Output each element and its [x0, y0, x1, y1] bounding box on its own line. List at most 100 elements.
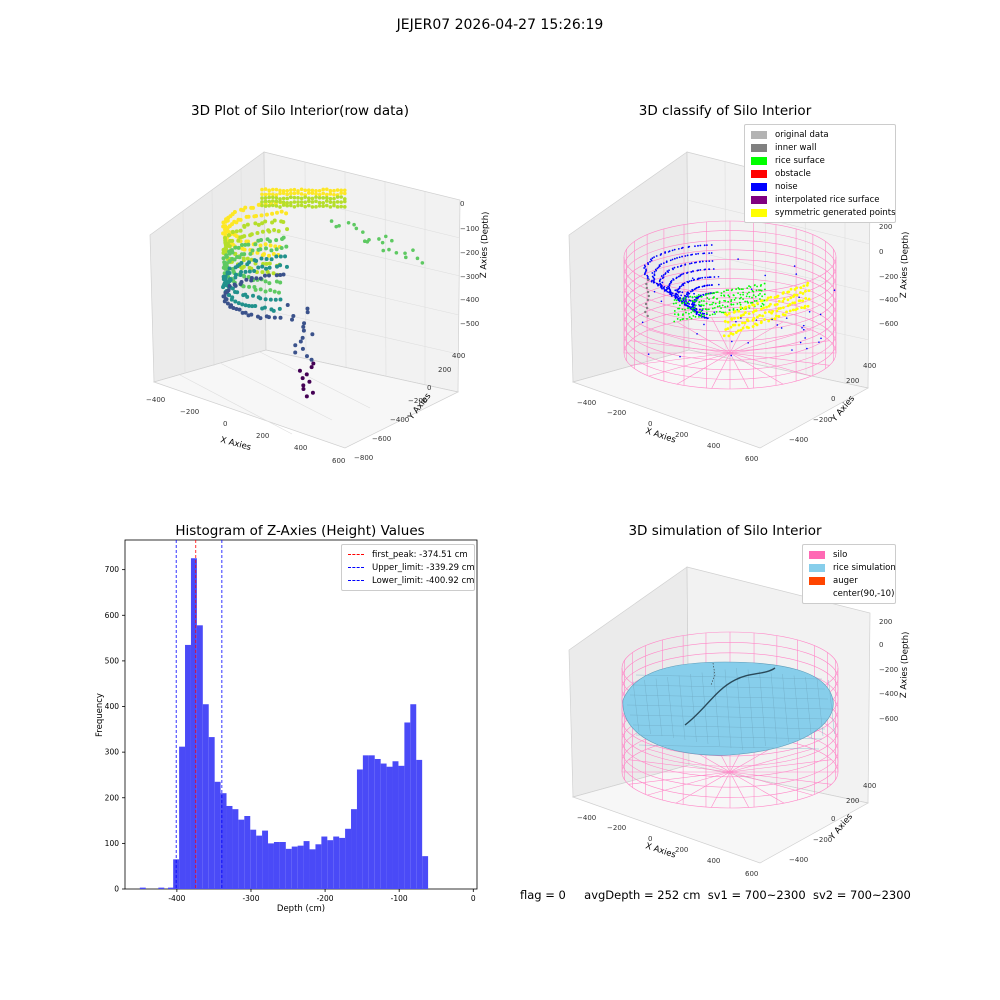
symmetric-point: [747, 326, 750, 330]
raw-point: [314, 192, 318, 196]
raw-point: [260, 264, 265, 269]
rice-surface-point: [734, 297, 737, 299]
noise-point: [641, 321, 644, 324]
raw-point: [254, 276, 259, 281]
rice-surface-point: [724, 306, 727, 308]
raw-point: [260, 270, 265, 275]
symmetric-point: [782, 291, 785, 294]
raw-point: [321, 204, 325, 209]
rice-surface-point: [720, 294, 723, 297]
raw-point: [254, 258, 259, 263]
raw-point: [289, 203, 293, 208]
rice-surface-point: [679, 299, 682, 302]
z-tick: 0: [879, 641, 883, 649]
raw-point: [236, 245, 241, 250]
inner-wall-point: [646, 314, 649, 318]
noise-point: [671, 258, 674, 261]
raw-point: [230, 238, 235, 243]
raw-point: [317, 200, 322, 205]
noise-point: [755, 319, 758, 321]
symmetric-point: [769, 295, 773, 299]
rice-surface-point: [759, 289, 762, 292]
z-tick: −200: [879, 666, 898, 674]
symmetric-point: [752, 303, 756, 307]
symmetric-point: [804, 289, 807, 293]
raw-point: [303, 200, 307, 205]
noise-point: [704, 276, 707, 279]
raw-point: [310, 390, 315, 395]
rice-surface-point: [685, 311, 687, 314]
raw-point: [289, 191, 293, 196]
raw-point: [251, 293, 256, 298]
rice-surface-point: [725, 289, 728, 292]
raw-point: [238, 272, 243, 277]
raw-point: [263, 187, 268, 191]
noise-point: [704, 268, 707, 271]
raw-point: [311, 361, 316, 366]
raw-point: [267, 265, 272, 270]
rice-surface-point: [711, 307, 714, 310]
y-axis-label: Frequency: [95, 693, 105, 737]
y-tick: 200: [846, 377, 859, 385]
noise-point: [669, 292, 672, 295]
raw-point: [328, 188, 333, 193]
flag-value: flag = 0: [520, 888, 566, 902]
histogram-bar: [214, 781, 221, 889]
rice-surface-point: [700, 295, 703, 298]
raw-point: [227, 293, 232, 298]
symmetric-point: [789, 287, 793, 291]
simulation-legend: silo rice simulation auger center(90,-10…: [802, 544, 896, 604]
rice-surface-point: [700, 299, 703, 302]
raw-point: [234, 220, 239, 225]
histogram-bar: [202, 704, 209, 889]
raw-point: [230, 267, 235, 272]
histogram-y-ticks: 0 100 200 300 400 500 600 700: [105, 565, 125, 894]
noise-point: [702, 293, 705, 296]
noise-point: [693, 278, 696, 281]
legend-item-lower-limit: Lower_limit: -400.92 cm: [348, 574, 474, 587]
symmetric-point: [739, 328, 743, 332]
noise-point: [680, 294, 683, 297]
symmetric-point: [756, 301, 759, 305]
noise-point: [708, 260, 711, 263]
x-tick: −400: [577, 814, 596, 822]
rice-surface-point: [751, 296, 753, 299]
raw-point: [246, 260, 251, 265]
noise-point: [660, 253, 663, 255]
raw-point: [307, 188, 311, 193]
rice-surface-point: [706, 293, 708, 295]
raw-point: [263, 242, 268, 247]
raw-point: [343, 191, 347, 196]
noise-point: [653, 270, 656, 273]
noise-point: [665, 288, 668, 291]
noise-point: [699, 260, 701, 263]
noise-point: [675, 292, 678, 295]
classify-y-ticks: −400 −200 0 200 400: [789, 362, 876, 444]
raw-point: [307, 203, 311, 208]
symmetric-point: [736, 329, 740, 333]
rice-surface-point: [685, 302, 687, 305]
symmetric-point: [773, 303, 777, 307]
raw-point: [325, 192, 329, 197]
rice-surface-point: [763, 299, 766, 302]
x-tick: −400: [146, 396, 165, 404]
raw-point: [310, 188, 315, 193]
raw-point: [354, 226, 359, 231]
histogram-bar: [196, 625, 203, 889]
raw-point: [317, 195, 322, 200]
rice-surface-point: [746, 287, 749, 290]
noise-point: [692, 270, 694, 272]
raw-point: [241, 256, 246, 261]
symmetric-point: [726, 327, 730, 331]
z-tick: 200: [879, 618, 892, 626]
histogram-bar: [190, 558, 197, 889]
raw-point: [233, 290, 238, 295]
raw-point: [222, 294, 227, 299]
legend-item-auger: auger: [809, 574, 889, 587]
symmetric-point: [758, 313, 762, 317]
raw-point: [274, 199, 279, 204]
noise-point: [671, 292, 674, 295]
raw-point: [281, 220, 286, 225]
raw-point: [339, 200, 343, 204]
noise-point: [785, 317, 788, 319]
